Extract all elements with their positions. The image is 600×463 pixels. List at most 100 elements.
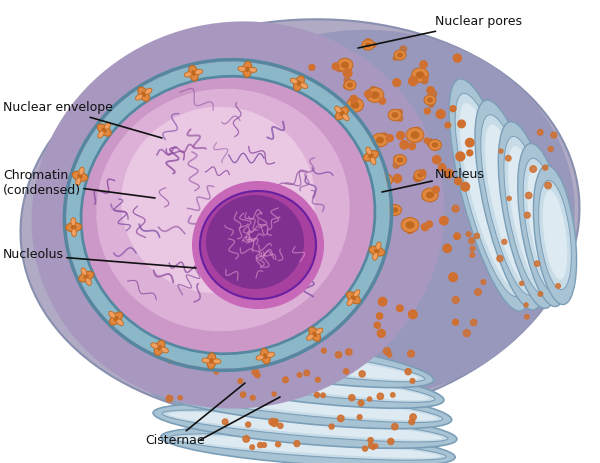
- Circle shape: [397, 305, 403, 312]
- Ellipse shape: [346, 292, 361, 304]
- Circle shape: [415, 76, 421, 82]
- Circle shape: [520, 282, 524, 285]
- Ellipse shape: [155, 362, 435, 402]
- Ellipse shape: [351, 101, 359, 109]
- Ellipse shape: [316, 328, 323, 334]
- Ellipse shape: [146, 356, 444, 408]
- Ellipse shape: [263, 353, 268, 359]
- Circle shape: [316, 377, 320, 382]
- Ellipse shape: [157, 385, 443, 423]
- Ellipse shape: [364, 150, 379, 161]
- Circle shape: [378, 297, 387, 306]
- Circle shape: [278, 423, 283, 428]
- Circle shape: [548, 146, 553, 151]
- Circle shape: [365, 220, 371, 225]
- Circle shape: [413, 174, 421, 181]
- Circle shape: [463, 330, 470, 337]
- Ellipse shape: [207, 353, 216, 369]
- Ellipse shape: [370, 157, 376, 165]
- Circle shape: [436, 110, 445, 119]
- Circle shape: [346, 349, 352, 355]
- Ellipse shape: [67, 62, 389, 369]
- Circle shape: [391, 393, 395, 397]
- Ellipse shape: [249, 67, 257, 72]
- Ellipse shape: [260, 348, 270, 364]
- Circle shape: [535, 261, 540, 266]
- Circle shape: [309, 64, 315, 70]
- Circle shape: [245, 422, 251, 427]
- Ellipse shape: [238, 66, 246, 71]
- Ellipse shape: [109, 312, 115, 318]
- Ellipse shape: [332, 117, 338, 123]
- Circle shape: [506, 156, 511, 161]
- Ellipse shape: [116, 319, 124, 325]
- Circle shape: [329, 424, 334, 429]
- Ellipse shape: [297, 81, 301, 86]
- Circle shape: [556, 284, 560, 288]
- Ellipse shape: [81, 268, 87, 275]
- Ellipse shape: [344, 80, 356, 90]
- Circle shape: [386, 135, 394, 142]
- Ellipse shape: [353, 290, 360, 297]
- Ellipse shape: [455, 94, 525, 297]
- Ellipse shape: [365, 43, 371, 48]
- Ellipse shape: [161, 364, 429, 400]
- Circle shape: [252, 369, 259, 375]
- Ellipse shape: [426, 192, 434, 199]
- Ellipse shape: [523, 158, 563, 292]
- Circle shape: [241, 392, 246, 397]
- Circle shape: [466, 232, 471, 237]
- Circle shape: [455, 178, 462, 185]
- Circle shape: [374, 322, 380, 328]
- Circle shape: [420, 61, 427, 68]
- Ellipse shape: [184, 72, 192, 77]
- Circle shape: [499, 149, 503, 153]
- Ellipse shape: [98, 131, 104, 138]
- Circle shape: [405, 369, 411, 375]
- Circle shape: [342, 181, 348, 188]
- Ellipse shape: [460, 103, 520, 287]
- Ellipse shape: [20, 19, 580, 421]
- Circle shape: [524, 303, 528, 307]
- Circle shape: [226, 351, 231, 357]
- Circle shape: [350, 99, 356, 104]
- Ellipse shape: [76, 178, 81, 185]
- Circle shape: [470, 253, 475, 257]
- Circle shape: [398, 110, 403, 114]
- Circle shape: [404, 223, 410, 229]
- Circle shape: [332, 63, 339, 70]
- Circle shape: [204, 358, 209, 363]
- Ellipse shape: [200, 191, 316, 299]
- Ellipse shape: [65, 223, 82, 232]
- Ellipse shape: [388, 109, 402, 121]
- Ellipse shape: [309, 327, 320, 341]
- Circle shape: [466, 138, 474, 147]
- Ellipse shape: [83, 275, 89, 279]
- Ellipse shape: [202, 358, 210, 363]
- Circle shape: [393, 79, 401, 87]
- Ellipse shape: [110, 312, 122, 325]
- Ellipse shape: [358, 219, 372, 231]
- Circle shape: [429, 90, 437, 98]
- Text: Cisternae: Cisternae: [145, 383, 245, 446]
- Ellipse shape: [381, 177, 389, 183]
- Circle shape: [383, 173, 389, 180]
- Circle shape: [243, 436, 250, 442]
- Circle shape: [449, 273, 458, 282]
- Ellipse shape: [161, 427, 455, 463]
- Circle shape: [349, 394, 355, 401]
- Ellipse shape: [354, 150, 366, 160]
- Circle shape: [407, 227, 413, 234]
- Ellipse shape: [347, 82, 353, 88]
- Circle shape: [238, 379, 242, 383]
- Ellipse shape: [504, 137, 552, 294]
- Ellipse shape: [206, 195, 304, 289]
- Circle shape: [269, 419, 276, 425]
- Ellipse shape: [32, 21, 445, 409]
- Circle shape: [322, 160, 328, 165]
- Ellipse shape: [422, 188, 438, 202]
- Circle shape: [458, 120, 466, 128]
- Circle shape: [393, 162, 400, 168]
- Text: Nuclear envelope: Nuclear envelope: [3, 101, 162, 138]
- Circle shape: [445, 122, 451, 128]
